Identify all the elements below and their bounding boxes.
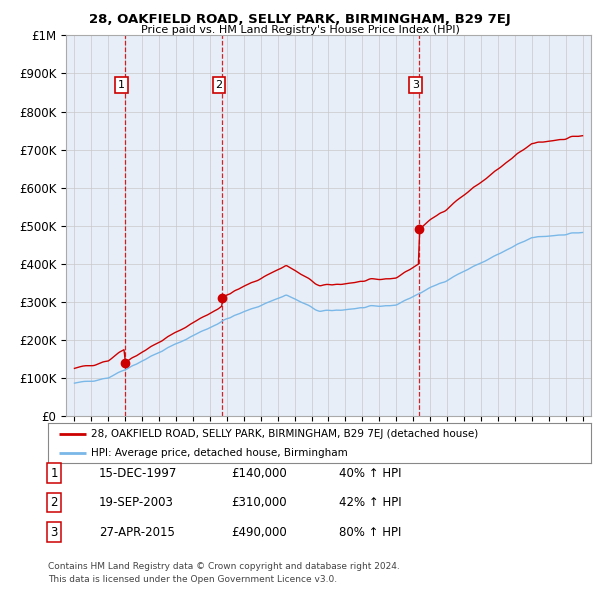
Text: 42% ↑ HPI: 42% ↑ HPI [339, 496, 401, 509]
Text: 19-SEP-2003: 19-SEP-2003 [99, 496, 174, 509]
Text: 2: 2 [215, 80, 223, 90]
Text: 3: 3 [50, 526, 58, 539]
Text: 27-APR-2015: 27-APR-2015 [99, 526, 175, 539]
Text: £310,000: £310,000 [231, 496, 287, 509]
Text: 28, OAKFIELD ROAD, SELLY PARK, BIRMINGHAM, B29 7EJ (detached house): 28, OAKFIELD ROAD, SELLY PARK, BIRMINGHA… [91, 430, 479, 440]
Text: This data is licensed under the Open Government Licence v3.0.: This data is licensed under the Open Gov… [48, 575, 337, 584]
Text: 1: 1 [118, 80, 125, 90]
Text: HPI: Average price, detached house, Birmingham: HPI: Average price, detached house, Birm… [91, 448, 348, 458]
Text: £490,000: £490,000 [231, 526, 287, 539]
Text: 28, OAKFIELD ROAD, SELLY PARK, BIRMINGHAM, B29 7EJ: 28, OAKFIELD ROAD, SELLY PARK, BIRMINGHA… [89, 13, 511, 26]
Text: 3: 3 [412, 80, 419, 90]
Text: 15-DEC-1997: 15-DEC-1997 [99, 467, 178, 480]
Text: 2: 2 [50, 496, 58, 509]
Text: £140,000: £140,000 [231, 467, 287, 480]
Text: 40% ↑ HPI: 40% ↑ HPI [339, 467, 401, 480]
Text: 80% ↑ HPI: 80% ↑ HPI [339, 526, 401, 539]
Text: Contains HM Land Registry data © Crown copyright and database right 2024.: Contains HM Land Registry data © Crown c… [48, 562, 400, 571]
Text: Price paid vs. HM Land Registry's House Price Index (HPI): Price paid vs. HM Land Registry's House … [140, 25, 460, 35]
Text: 1: 1 [50, 467, 58, 480]
